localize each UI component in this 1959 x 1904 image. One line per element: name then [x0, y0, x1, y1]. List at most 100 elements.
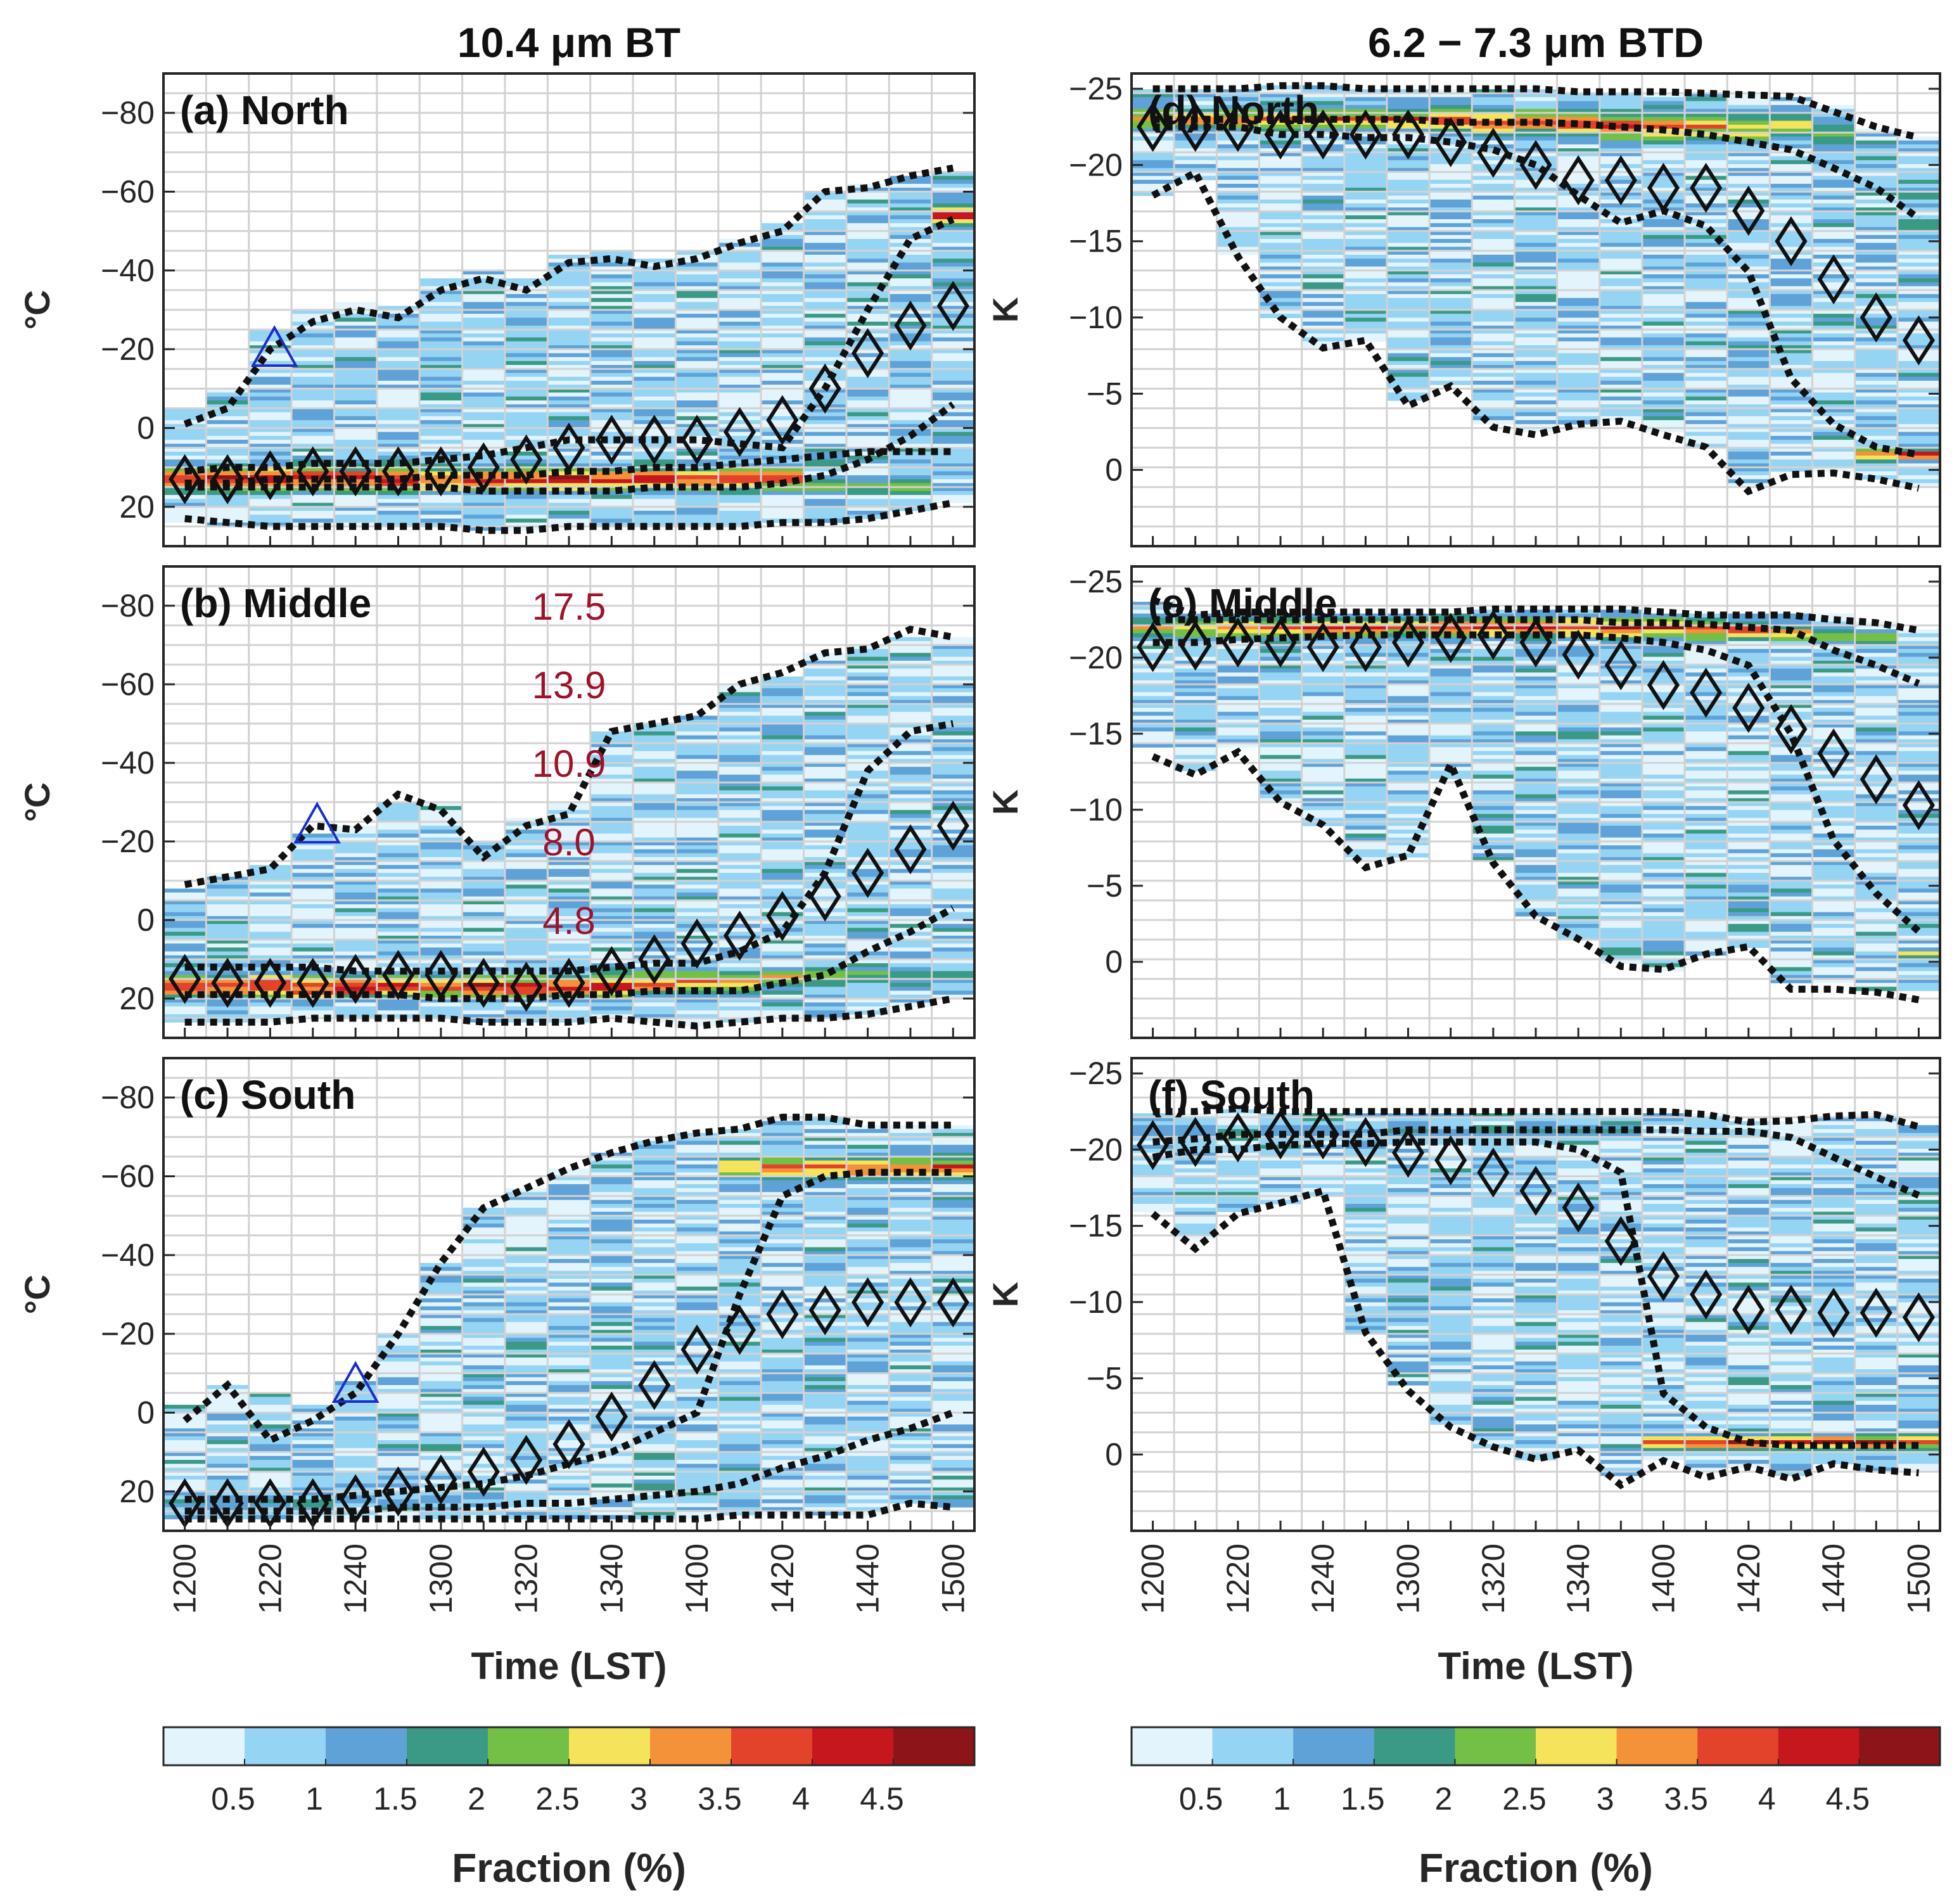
heatmap-cell — [207, 881, 248, 885]
heatmap-cell — [676, 1444, 718, 1448]
heatmap-cell — [335, 1428, 376, 1433]
annotation-value: 17.5 — [532, 585, 606, 628]
heatmap-cell — [505, 912, 547, 917]
heatmap-cell — [1472, 246, 1514, 252]
heatmap-cell — [207, 1396, 248, 1402]
heatmap-cell — [1260, 105, 1301, 110]
heatmap-cell — [846, 947, 889, 952]
heatmap-cell — [292, 896, 334, 901]
heatmap-cell — [164, 502, 206, 508]
heatmap-cell — [1472, 243, 1514, 248]
heatmap-cell — [590, 1199, 633, 1204]
heatmap-cell — [505, 896, 547, 901]
heatmap-cell — [718, 715, 761, 720]
heatmap-cell — [335, 369, 376, 374]
median-diamond-marker — [766, 891, 799, 942]
heatmap-cell — [718, 1298, 761, 1303]
median-diamond-marker — [723, 910, 756, 961]
heatmap-cell — [676, 491, 718, 495]
heatmap-cell — [335, 1448, 376, 1453]
heatmap-cell — [804, 1471, 846, 1476]
heatmap-cell — [634, 1298, 675, 1303]
heatmap-cell — [932, 1255, 974, 1260]
heatmap-cell — [804, 404, 846, 409]
heatmap-cell — [932, 1353, 974, 1358]
heatmap-cell — [1302, 325, 1344, 330]
heatmap-cell — [634, 1471, 675, 1476]
heatmap-cell — [846, 435, 889, 440]
heatmap-cell — [207, 1424, 248, 1429]
heatmap-cell — [292, 471, 334, 476]
y-axis-label: °C — [17, 290, 57, 330]
x-tick-label: 1500 — [935, 1543, 971, 1614]
heatmap-cell — [804, 857, 846, 862]
heatmap-cell — [292, 974, 334, 980]
heatmap-cell — [804, 440, 846, 444]
heatmap-cell — [207, 1460, 248, 1464]
heatmap-cell — [420, 1002, 462, 1007]
heatmap-cell — [590, 1326, 633, 1331]
heatmap-cell — [1260, 172, 1301, 177]
heatmap-cell — [676, 1014, 718, 1019]
heatmap-cell — [335, 837, 376, 842]
heatmap-cell — [932, 849, 974, 854]
heatmap-cell — [590, 329, 633, 334]
heatmap-cell — [207, 444, 248, 449]
heatmap-cell — [548, 1196, 590, 1201]
heatmap-cell — [249, 912, 291, 917]
heatmap-cell — [634, 317, 675, 323]
heatmap-cell — [548, 1279, 590, 1283]
heatmap-cell — [846, 270, 889, 275]
heatmap-cell — [762, 1353, 803, 1358]
heatmap-cell — [718, 246, 761, 252]
heatmap-cell — [420, 385, 462, 389]
heatmap-cell — [335, 428, 376, 433]
heatmap-cell — [804, 770, 846, 776]
heatmap-cell — [292, 420, 334, 425]
heatmap-cell — [420, 974, 462, 980]
heatmap-cell — [1557, 148, 1599, 153]
heatmap-cell — [420, 943, 462, 948]
heatmap-cell — [335, 329, 376, 334]
heatmap-cell — [1557, 246, 1599, 252]
heatmap-cell — [1344, 333, 1386, 338]
heatmap-cell — [249, 1405, 291, 1409]
heatmap-cell — [377, 853, 419, 858]
heatmap-cell — [505, 1334, 547, 1338]
heatmap-cell — [676, 255, 718, 259]
heatmap-cell — [590, 1334, 633, 1338]
heatmap-cell — [762, 506, 803, 511]
heatmap-cell — [932, 479, 974, 484]
heatmap-cell — [1557, 337, 1599, 342]
heatmap-cell — [164, 1452, 206, 1457]
heatmap-cell — [164, 971, 206, 976]
heatmap-cell — [590, 278, 633, 283]
heatmap-cell — [762, 305, 803, 310]
heatmap-cell — [335, 1389, 376, 1393]
heatmap-cell — [1430, 294, 1472, 298]
heatmap-cell — [463, 408, 504, 413]
heatmap-cell — [1260, 136, 1301, 141]
heatmap-cell — [890, 1255, 931, 1260]
heatmap-cell — [718, 1436, 761, 1441]
heatmap-cell — [890, 1326, 931, 1331]
heatmap-cell — [804, 935, 846, 940]
heatmap-cell — [590, 1495, 633, 1500]
heatmap-cell — [590, 928, 633, 933]
heatmap-cell — [932, 310, 974, 314]
heatmap-cell — [804, 861, 846, 866]
heatmap-cell — [463, 428, 504, 433]
heatmap-cell — [590, 1329, 633, 1334]
heatmap-cell — [762, 865, 803, 869]
heatmap-cell — [377, 869, 419, 874]
heatmap-cell — [335, 1503, 376, 1508]
heatmap-cell — [463, 928, 504, 933]
heatmap-cell — [1472, 250, 1514, 255]
heatmap-cell — [164, 1503, 206, 1508]
heatmap-cell — [1344, 160, 1386, 165]
heatmap-cell — [420, 373, 462, 378]
heatmap-cell — [1472, 286, 1514, 291]
heatmap-cell — [249, 920, 291, 924]
heatmap-cell — [505, 317, 547, 323]
heatmap-cell — [1472, 179, 1514, 184]
